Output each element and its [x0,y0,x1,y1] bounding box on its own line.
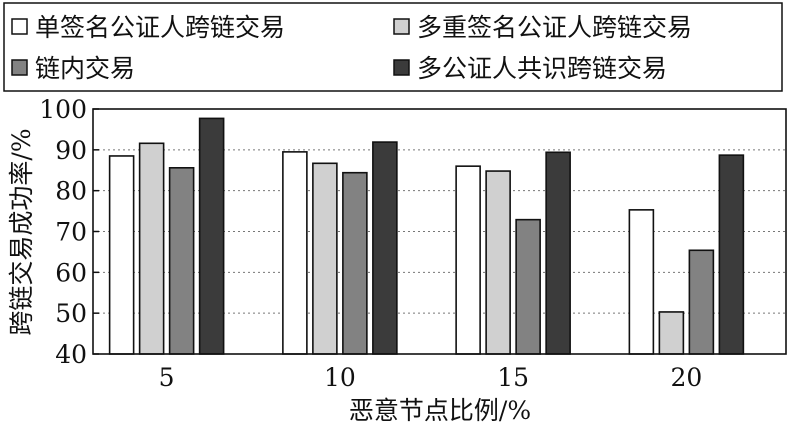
bar [312,162,338,355]
bar [688,249,715,355]
legend-swatch [393,18,410,35]
y-tick-label: 90 [55,136,87,165]
y-axis-ticks: 40 50 60 70 80 90 100 [39,95,99,369]
legend-swatch [393,59,410,76]
legend-label: 多公证人共识跨链交易 [417,54,667,83]
bar [455,165,481,355]
bar [718,154,745,355]
y-tick-label: 100 [39,95,87,124]
bar [108,155,135,355]
bar [545,151,571,355]
bar [485,170,511,355]
bar [168,167,195,355]
legend-swatch [11,18,28,35]
gridlines [93,149,786,314]
x-tick-label: 20 [670,363,702,392]
y-tick-label: 50 [55,299,87,328]
x-tick-label: 10 [324,363,356,392]
bar [138,142,165,355]
bar [628,209,655,355]
y-tick-label: 70 [55,218,87,247]
legend-label: 多重签名公证人跨链交易 [417,13,692,42]
bar [658,311,685,355]
legend-label: 单签名公证人跨链交易 [35,13,285,42]
bars [108,117,745,355]
y-tick-label: 60 [55,258,87,287]
bar [282,151,308,355]
x-tick-label: 15 [497,363,529,392]
bar [342,171,368,355]
bar [198,117,225,355]
bar [372,141,398,355]
legend-box [3,2,783,92]
y-axis-label: 跨链交易成功率/% [7,128,36,335]
y-tick-label: 40 [55,340,87,369]
y-tick-label: 80 [55,177,87,206]
legend-label: 链内交易 [35,54,135,83]
x-axis-ticks: 5 10 15 20 [159,363,703,392]
x-axis-label: 恶意节点比例/% [349,396,531,425]
bar [515,218,541,355]
x-tick-label: 5 [159,363,175,392]
legend-swatch [11,59,28,76]
